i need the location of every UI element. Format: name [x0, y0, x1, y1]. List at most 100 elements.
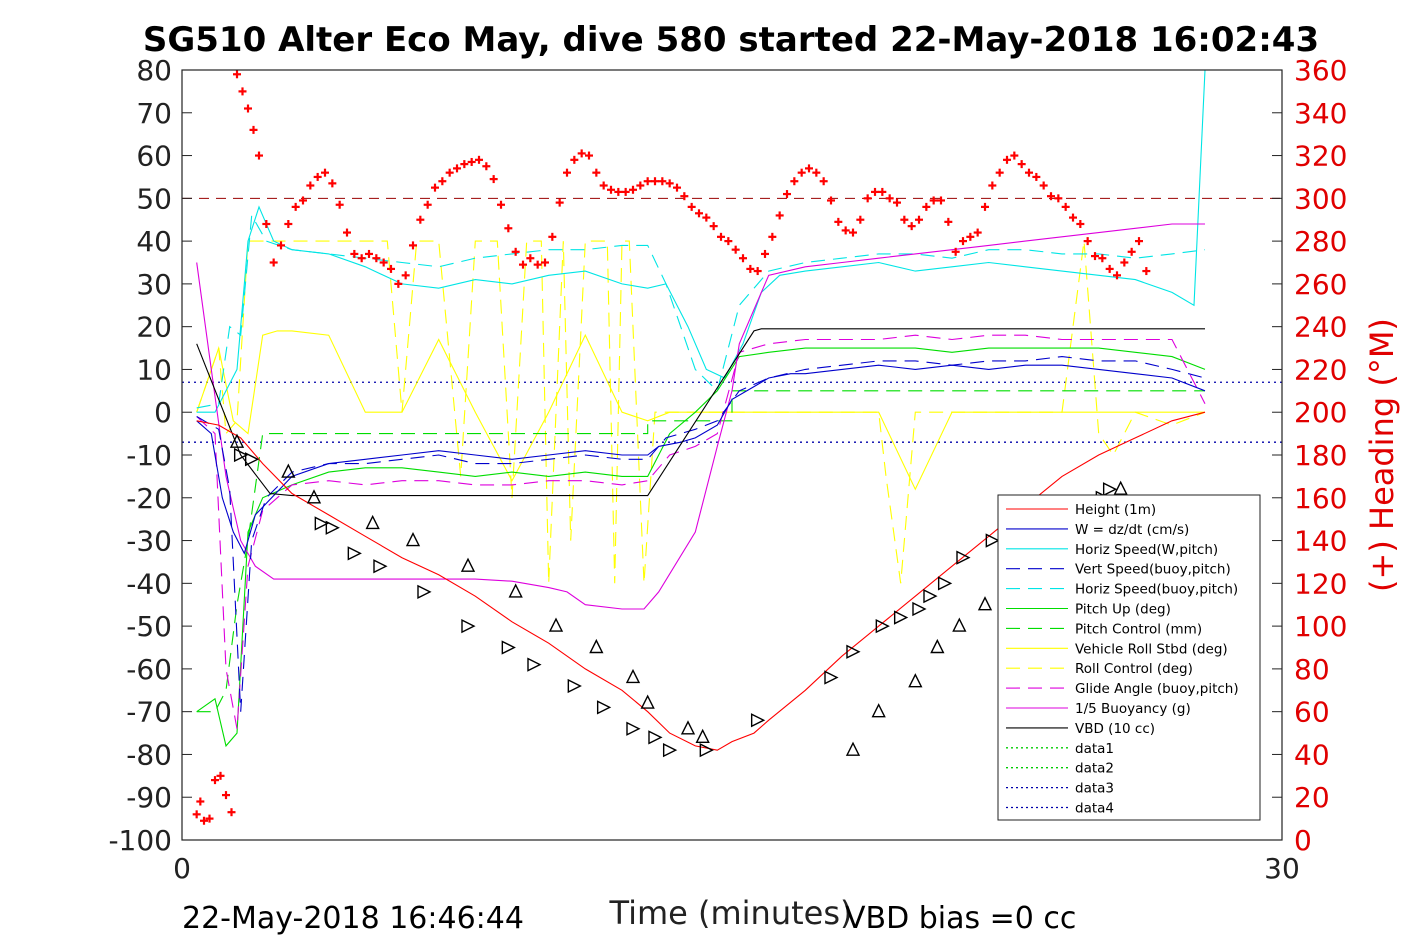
y2-tick-label: 180	[1294, 439, 1347, 472]
heading-point	[277, 241, 285, 250]
heading-point	[431, 183, 439, 192]
heading-point	[200, 816, 208, 825]
legend-label: Horiz Speed(W,pitch)	[1075, 542, 1218, 558]
heading-point	[1105, 264, 1114, 273]
y2-tick-label: 20	[1294, 781, 1330, 814]
heading-point	[1127, 247, 1136, 256]
marker-triangle-right	[662, 743, 678, 758]
marker-triangle-up	[508, 583, 523, 598]
marker-triangle-up	[695, 728, 710, 744]
marker-triangle-right	[1102, 482, 1118, 497]
heading-point	[893, 198, 901, 207]
heading-point	[783, 190, 791, 199]
heading-point	[702, 213, 711, 222]
heading-point	[233, 70, 241, 79]
heading-point	[951, 247, 960, 256]
heading-point	[1098, 254, 1107, 263]
heading-point	[959, 237, 967, 246]
heading-point	[401, 271, 410, 280]
heading-point	[1135, 237, 1143, 246]
heading-point	[227, 808, 236, 817]
heading-point	[1003, 155, 1011, 164]
legend: Height (1m) W = dz/dt (cm/s) Horiz Speed(W…	[997, 494, 1261, 821]
heading-point	[548, 232, 557, 241]
marker-triangle-up	[640, 694, 655, 709]
y2-tick-label: 40	[1294, 738, 1330, 771]
heading-point	[1091, 252, 1099, 261]
y-tick-label: -90	[126, 781, 172, 814]
heading-point	[211, 776, 219, 785]
heading-point	[1039, 181, 1048, 190]
heading-point	[1047, 192, 1055, 201]
heading-point	[365, 249, 373, 258]
y2-tick-label: 80	[1294, 653, 1330, 686]
heading-point	[372, 254, 381, 263]
series-vbd	[196, 328, 1205, 497]
marker-triangle-right	[314, 516, 329, 531]
x-axis-label: Time (minutes)	[609, 894, 853, 932]
y2-tick-label: 280	[1294, 225, 1347, 258]
marker-triangle-up	[871, 703, 886, 718]
heading-point	[937, 196, 945, 205]
heading-point	[621, 187, 630, 196]
series-vert_buoy	[196, 356, 1206, 712]
heading-point	[585, 151, 593, 160]
x-tick-label: 0	[173, 852, 191, 885]
heading-point	[900, 215, 909, 224]
heading-point	[1120, 258, 1129, 267]
y-tick-label: -50	[126, 610, 172, 643]
heading-point	[244, 104, 252, 113]
marker-triangle-right	[956, 550, 971, 565]
heading-point	[238, 87, 247, 96]
y-tick-label: -10	[126, 439, 172, 472]
heading-point	[775, 211, 784, 220]
legend-label: data4	[1075, 801, 1114, 817]
heading-point	[966, 232, 975, 241]
heading-point	[636, 181, 645, 190]
series-pitch_ctrl	[196, 390, 1205, 713]
y-tick-label: -80	[126, 738, 172, 771]
marker-triangle-right	[846, 644, 861, 659]
heading-point	[981, 202, 989, 211]
heading-point	[205, 814, 214, 823]
heading-point	[460, 160, 469, 169]
heading-point	[871, 187, 879, 196]
marker-triangle-right	[325, 520, 340, 535]
heading-point	[643, 177, 652, 186]
marker-triangle-right	[567, 678, 582, 694]
heading-point	[489, 175, 498, 184]
heading-point	[1010, 151, 1019, 160]
heading-point	[841, 226, 850, 235]
marker-triangle-right	[648, 730, 663, 745]
heading-point	[599, 181, 608, 190]
heading-point	[973, 228, 982, 237]
heading-point	[321, 168, 329, 177]
heading-point	[533, 260, 542, 269]
heading-point	[313, 172, 322, 181]
heading-point	[885, 194, 894, 203]
y-tick-label: 30	[136, 268, 172, 301]
heading-point	[790, 177, 799, 186]
y-tick-label: -70	[126, 696, 172, 729]
heading-point	[306, 181, 315, 190]
heading-point	[291, 202, 300, 211]
marker-triangle-right	[626, 721, 641, 736]
heading-point	[216, 771, 225, 780]
heading-point	[504, 224, 513, 233]
marker-triangle-up	[306, 489, 322, 504]
legend-label: data2	[1075, 761, 1114, 777]
heading-point	[570, 155, 579, 164]
heading-point	[1017, 160, 1026, 169]
heading-point	[438, 177, 447, 186]
legend-label: 1/5 Buoyancy (g)	[1075, 701, 1191, 717]
marker-triangle-up	[589, 638, 604, 654]
legend-label: VBD (10 cc)	[1075, 721, 1155, 737]
heading-point	[761, 249, 769, 258]
series-horiz_buoy	[196, 213, 1206, 409]
heading-point	[284, 220, 293, 228]
y2-tick-label: 0	[1294, 824, 1312, 857]
y-tick-label: -20	[126, 482, 172, 515]
heading-point	[731, 245, 740, 254]
heading-point	[255, 151, 263, 160]
heading-point	[805, 164, 813, 173]
